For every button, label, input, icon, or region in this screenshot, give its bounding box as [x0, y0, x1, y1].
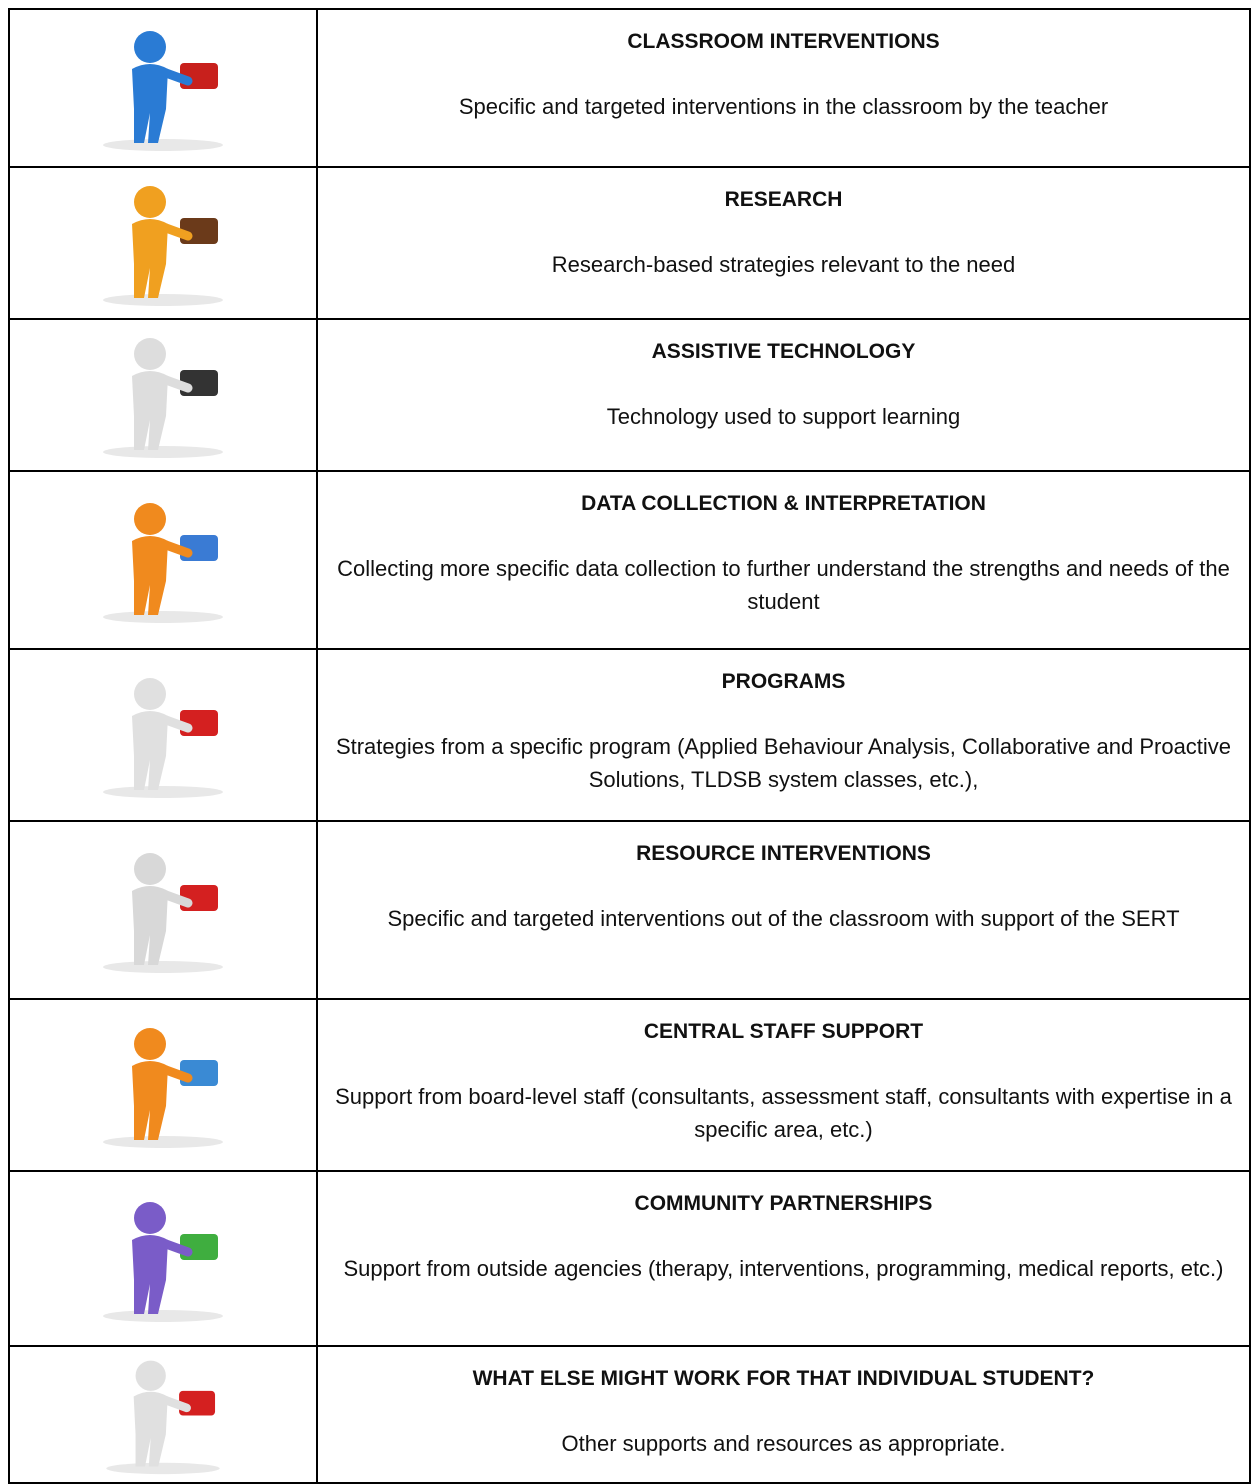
icon: [103, 1201, 223, 1322]
head: [134, 1201, 166, 1234]
head: [134, 678, 166, 710]
text-cell: RESOURCE INTERVENTIONS Specific and targe…: [318, 822, 1249, 998]
text-cell: ASSISTIVE TECHNOLOGY Technology used to s…: [318, 320, 1249, 470]
table-row: PROGRAMS Strategies from a specific progr…: [8, 648, 1251, 820]
text-cell: WHAT ELSE MIGHT WORK FOR THAT INDIVIDUAL…: [318, 1347, 1249, 1482]
row-description: Collecting more specific data collection…: [337, 556, 1230, 614]
row-title: ASSISTIVE TECHNOLOGY: [651, 340, 916, 363]
icon-cell: [10, 650, 318, 820]
arm: [161, 1065, 193, 1083]
shadow: [106, 1462, 220, 1475]
row-description: Strategies from a specific program (Appl…: [335, 734, 1232, 792]
row-description: Specific and targeted interventions in t…: [458, 94, 1109, 119]
arm: [161, 890, 193, 908]
icon-cell: [10, 1172, 318, 1345]
row-description: Technology used to support learning: [606, 404, 961, 429]
row-description: Support from board-level staff (consulta…: [335, 1084, 1232, 1142]
icon: [103, 678, 223, 798]
icon-cell: [10, 472, 318, 648]
shadow: [103, 139, 223, 151]
shadow: [103, 786, 223, 798]
row-title: WHAT ELSE MIGHT WORK FOR THAT INDIVIDUAL…: [472, 1367, 1095, 1390]
arm: [161, 68, 193, 86]
arm: [161, 375, 193, 393]
row-description: Research-based strategies relevant to th…: [551, 252, 1016, 277]
icon-cell: [10, 320, 318, 470]
icon: [103, 853, 223, 973]
row-title: DATA COLLECTION & INTERPRETATION: [581, 492, 986, 515]
text-cell: RESEARCH Research-based strategies releva…: [318, 168, 1249, 318]
body: [132, 64, 168, 143]
head: [134, 186, 166, 218]
row-description: Other supports and resources as appropri…: [561, 1431, 1006, 1456]
row-description: Specific and targeted interventions out …: [387, 906, 1180, 931]
shadow: [103, 446, 223, 458]
row-description: Support from outside agencies (therapy, …: [343, 1256, 1224, 1281]
table-row: RESEARCH Research-based strategies releva…: [8, 166, 1251, 318]
head: [134, 338, 166, 370]
icon-cell: [10, 10, 318, 166]
body: [132, 536, 168, 615]
shadow: [103, 1136, 223, 1148]
shadow: [103, 611, 223, 623]
row-title: RESEARCH: [724, 188, 843, 211]
text-cell: DATA COLLECTION & INTERPRETATION Collecti…: [318, 472, 1249, 648]
icon: [103, 1028, 223, 1148]
arm: [161, 715, 193, 733]
head: [134, 31, 166, 63]
icon-cell: [10, 1000, 318, 1170]
icon: [106, 1360, 220, 1475]
row-title: CLASSROOM INTERVENTIONS: [627, 30, 940, 53]
table-row: DATA COLLECTION & INTERPRETATION Collecti…: [8, 470, 1251, 648]
shadow: [103, 294, 223, 306]
icon-cell: [10, 1347, 318, 1482]
table-row: CLASSROOM INTERVENTIONS Specific and targ…: [8, 8, 1251, 166]
row-title: COMMUNITY PARTNERSHIPS: [634, 1192, 933, 1215]
table-row: RESOURCE INTERVENTIONS Specific and targe…: [8, 820, 1251, 998]
table-row: COMMUNITY PARTNERSHIPS Support from outsi…: [8, 1170, 1251, 1345]
body: [132, 371, 168, 450]
head: [134, 503, 166, 535]
arm: [161, 540, 193, 558]
table-row: ASSISTIVE TECHNOLOGY Technology used to s…: [8, 318, 1251, 470]
text-cell: PROGRAMS Strategies from a specific progr…: [318, 650, 1249, 820]
icon-cell: [10, 168, 318, 318]
body: [132, 1234, 168, 1314]
row-title: CENTRAL STAFF SUPPORT: [643, 1020, 924, 1043]
arm: [161, 1396, 191, 1413]
text-cell: CLASSROOM INTERVENTIONS Specific and targ…: [318, 10, 1249, 166]
table-row: WHAT ELSE MIGHT WORK FOR THAT INDIVIDUAL…: [8, 1345, 1251, 1484]
body: [132, 886, 168, 965]
shadow: [103, 961, 223, 973]
body: [132, 1061, 168, 1140]
icon: [103, 186, 223, 306]
body: [133, 1391, 168, 1467]
icon: [103, 503, 223, 623]
body: [132, 711, 168, 790]
text-cell: COMMUNITY PARTNERSHIPS Support from outsi…: [318, 1172, 1249, 1345]
row-title: RESOURCE INTERVENTIONS: [636, 842, 931, 865]
text-cell: CENTRAL STAFF SUPPORT Support from board-…: [318, 1000, 1249, 1170]
shadow: [103, 1309, 223, 1322]
table-row: CENTRAL STAFF SUPPORT Support from board-…: [8, 998, 1251, 1170]
head: [134, 1028, 166, 1060]
arm: [161, 1239, 193, 1256]
head: [134, 853, 166, 885]
icon-cell: [10, 822, 318, 998]
body: [132, 219, 168, 298]
icon: [103, 31, 223, 151]
row-title: PROGRAMS: [721, 670, 846, 693]
arm: [161, 223, 193, 241]
head: [135, 1360, 166, 1391]
icon: [103, 338, 223, 458]
